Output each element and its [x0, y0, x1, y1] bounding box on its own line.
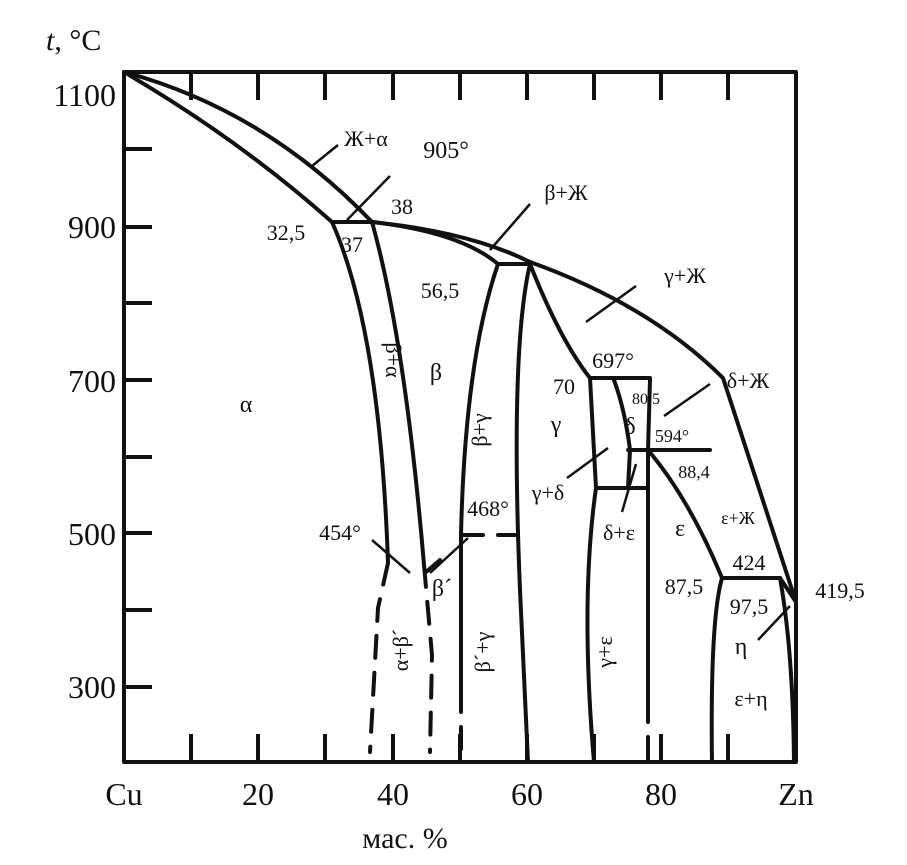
y-tick-label-500: 500 [68, 516, 116, 552]
y-tick-label-700: 700 [68, 363, 116, 399]
label-424: 424 [733, 550, 766, 575]
region-alpha: α [240, 392, 253, 418]
eta-solvus [778, 576, 796, 764]
label-419-5: 419,5 [815, 578, 865, 603]
alpha-liquidus [122, 70, 374, 224]
region-eps-liquid: ε+Ж [721, 508, 756, 528]
label-905: 905° [423, 138, 469, 164]
label-454: 454° [319, 520, 361, 545]
delta-right-boundary [646, 378, 652, 702]
label-80-5: 80,5 [632, 391, 660, 408]
label-87-5: 87,5 [665, 574, 704, 599]
label-70: 70 [553, 374, 575, 399]
label-697: 697° [592, 348, 634, 373]
beta-left-boundary [370, 220, 426, 567]
x-tick-label-40: 40 [377, 776, 409, 812]
y-axis-title-t: t [46, 24, 55, 57]
svg-text:t, °C: t, °C [46, 24, 101, 57]
region-gamma-liquid: γ+Ж [663, 263, 706, 288]
x-tick-label-60: 60 [511, 776, 543, 812]
region-beta-gamma: β+γ [467, 413, 492, 447]
label-38: 38 [391, 194, 413, 219]
label-37: 37 [341, 232, 363, 257]
label-32-5: 32,5 [267, 220, 306, 245]
y-axis-title: t, °C [46, 24, 101, 57]
gamma-left-boundary [514, 262, 532, 764]
beta-solidus [370, 220, 500, 266]
region-beta-alpha: β+α [381, 342, 406, 378]
region-eps-eta: ε+η [734, 686, 767, 711]
phase-boundaries [122, 70, 798, 764]
label-88-4: 88,4 [678, 462, 710, 482]
region-beta-liquid: β+Ж [544, 180, 588, 205]
region-gamma-eps: γ+ε [592, 636, 617, 668]
region-gamma-delta: γ+δ [531, 480, 565, 505]
y-axis-title-unit: , °C [54, 24, 101, 57]
y-tick-label-900: 900 [68, 209, 116, 245]
label-594: 594° [655, 426, 689, 446]
region-epsilon: ε [675, 516, 685, 542]
label-56-5: 56,5 [421, 278, 460, 303]
delta-eps-left [626, 448, 632, 490]
alpha-solvus [330, 220, 390, 565]
gamma-right-boundary [528, 262, 598, 764]
y-tick-label-300: 300 [68, 669, 116, 705]
label-468: 468° [467, 496, 509, 521]
beta-betap-dashed-short [424, 558, 442, 574]
x-tick-label-20: 20 [242, 776, 274, 812]
region-eta: η [735, 634, 748, 660]
beta-right-boundary [459, 262, 500, 692]
main-liquidus [370, 220, 798, 604]
region-liquid-alpha: Ж+α [344, 126, 388, 151]
alpha-betap-dashed-left [368, 561, 390, 754]
region-gamma: γ [550, 412, 562, 438]
eps-left-boundary [646, 448, 724, 580]
top-axis-ticks [189, 72, 730, 100]
region-beta: β [430, 360, 442, 386]
y-tick-label-1100: 1100 [53, 77, 116, 113]
alpha-solidus [122, 70, 334, 224]
region-labels: α β γ δ ε η Ж+α β+Ж γ+Ж δ+Ж ε+Ж β+α β+γ … [240, 126, 770, 711]
region-delta-liquid: δ+Ж [727, 368, 770, 393]
x-tick-label-zn: Zn [778, 776, 814, 812]
point-labels: 905° 38 32,5 37 56,5 697° 70 80,5 594° 8… [267, 138, 865, 619]
delta-left-boundary [612, 378, 632, 452]
region-delta-eps: δ+ε [603, 520, 635, 545]
y-axis-ticks [124, 147, 152, 689]
x-tick-label-80: 80 [645, 776, 677, 812]
x-tick-label-cu: Cu [105, 776, 142, 812]
label-97-5: 97,5 [730, 594, 769, 619]
region-alpha-betap: α+β´ [388, 629, 413, 671]
leader-lines [311, 144, 791, 641]
alpha-betap-dashed-right [422, 563, 434, 754]
region-betap: β´ [432, 576, 452, 602]
region-delta: δ [624, 414, 635, 440]
eps-solvus [709, 576, 724, 764]
region-betap-gamma: β´+γ [470, 631, 495, 672]
x-axis-title: мас. % [362, 822, 447, 855]
